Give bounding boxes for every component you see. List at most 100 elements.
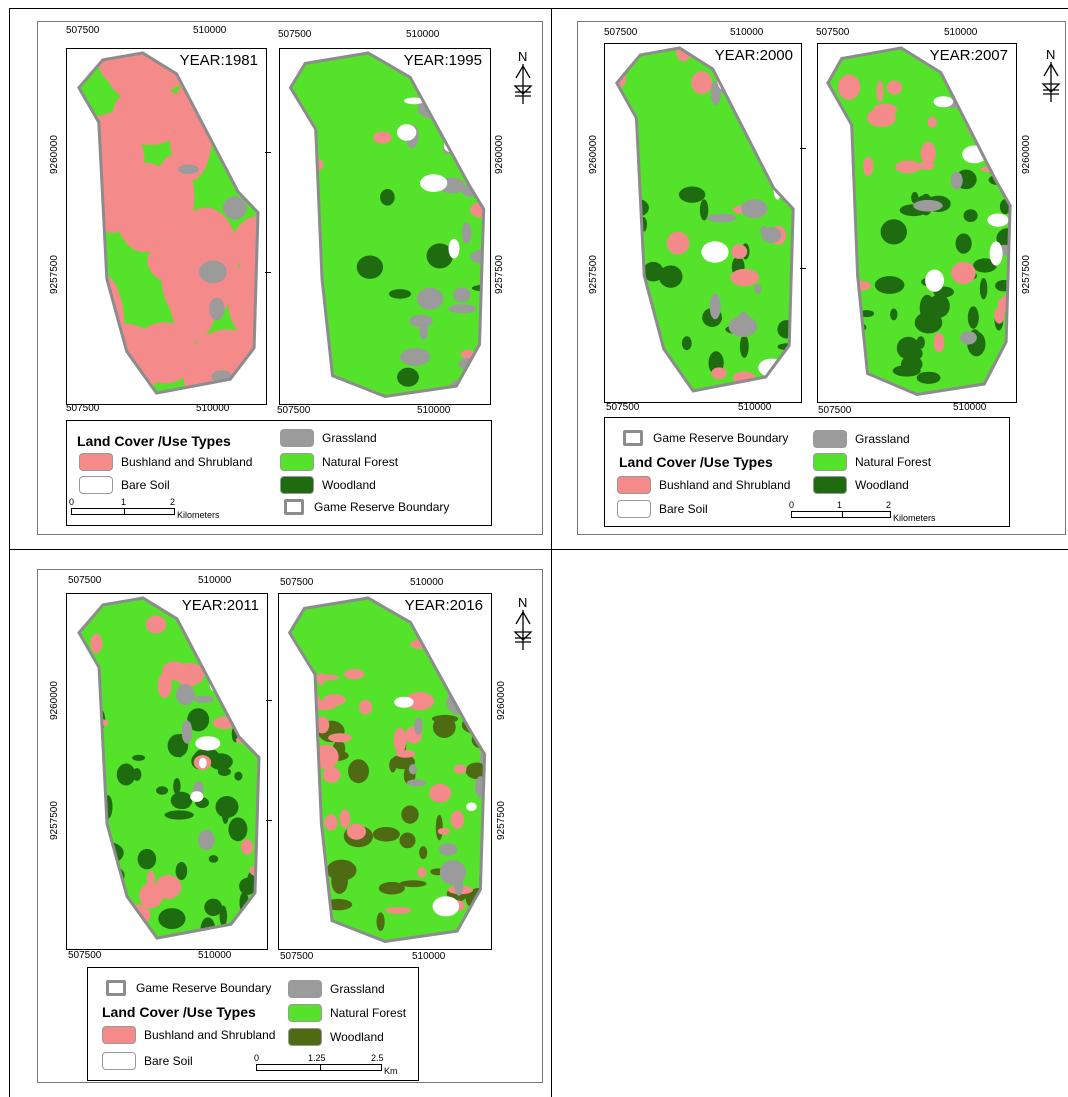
woodland-patch — [96, 830, 104, 855]
grassland-patch — [786, 390, 794, 391]
bushland-patch — [395, 750, 416, 758]
bushland-swatch — [79, 453, 113, 471]
x-coord-label: 507500 — [68, 575, 102, 586]
woodland-patch — [234, 771, 243, 781]
bare-soil-swatch — [617, 500, 651, 518]
woodland-patch — [432, 716, 456, 738]
natural-forest-swatch — [813, 453, 847, 471]
woodland-patch — [916, 371, 941, 384]
woodland-patch — [681, 336, 692, 351]
grassland-patch — [707, 213, 737, 223]
woodland-patch — [376, 912, 385, 931]
woodland-patch — [208, 855, 219, 863]
woodland-patch — [356, 255, 384, 279]
woodland-patch — [289, 760, 304, 775]
bushland-patch — [666, 231, 690, 255]
x-coord-label: 507500 — [280, 951, 314, 962]
legend-item-natural-forest: Natural Forest — [288, 1004, 406, 1022]
bare-soil-patch — [933, 96, 954, 108]
woodland-patch — [642, 261, 664, 282]
bushland-patch — [863, 156, 874, 176]
grassland-patch — [406, 779, 427, 787]
woodland-patch — [775, 171, 784, 178]
bare-soil-patch — [989, 241, 1003, 266]
bushland-patch — [927, 116, 937, 128]
bare-soil-patch — [394, 696, 414, 708]
woodland-patch — [967, 306, 979, 329]
woodland-patch — [249, 727, 257, 742]
bushland-patch — [90, 633, 103, 654]
year-label: YEAR:1995 — [403, 52, 482, 69]
y-coord-label: 9260000 — [1021, 135, 1032, 174]
table-border-top — [9, 8, 1068, 9]
bushland-patch — [339, 809, 350, 828]
woodland-patch — [465, 762, 485, 780]
y-coord-label: 9260000 — [496, 681, 507, 720]
bushland-patch — [83, 757, 99, 779]
x-coord-label: 507500 — [280, 577, 314, 588]
bushland-patch — [78, 349, 106, 394]
woodland-patch — [83, 806, 96, 817]
woodland-patch — [678, 186, 706, 203]
bushland-patch — [479, 676, 485, 697]
woodland-patch — [621, 368, 631, 390]
y-coord-label: 9257500 — [49, 255, 60, 294]
woodland-patch — [397, 367, 419, 387]
woodland-patch — [239, 877, 257, 895]
woodland-patch — [399, 832, 416, 849]
woodland-patch — [791, 175, 794, 184]
bushland-patch — [132, 322, 197, 384]
grassland-patch — [199, 260, 227, 284]
grassland-swatch — [813, 430, 847, 448]
bushland-patch — [724, 63, 746, 89]
woodland-patch — [102, 893, 122, 909]
bushland-patch — [305, 813, 318, 825]
bare-soil-patch — [420, 174, 448, 192]
bushland-patch — [997, 295, 1011, 313]
panel-2011-2016: YEAR:2011 YEAR:2016 507500 510000 507500… — [37, 569, 543, 1083]
game-reserve-boundary — [77, 51, 260, 395]
bare-soil-patch — [1009, 44, 1016, 48]
legend-item-woodland: Woodland — [813, 476, 909, 494]
woodland-patch — [699, 199, 709, 221]
woodland-patch — [916, 336, 925, 349]
woodland-patch — [955, 233, 972, 254]
x-coord-label: 507500 — [66, 403, 100, 414]
woodland-patch — [170, 791, 193, 809]
grassland-patch — [781, 123, 791, 134]
y-coord-label: 9260000 — [494, 135, 505, 174]
woodland-patch — [295, 182, 309, 199]
woodland-patch — [963, 209, 978, 223]
panel-2000-2007: YEAR:2000 YEAR:2007 507500 510000 507500… — [577, 21, 1066, 535]
woodland-patch — [890, 308, 898, 321]
grassland-patch — [440, 86, 453, 112]
map-frame-1995: YEAR:1995 — [279, 48, 491, 405]
map-1995 — [288, 51, 486, 399]
map-2007 — [826, 44, 1016, 397]
woodland-patch — [137, 848, 157, 870]
bushland-patch — [873, 387, 903, 395]
woodland-patch — [348, 759, 369, 784]
bushland-patch — [393, 727, 407, 754]
bushland-swatch — [102, 1026, 136, 1044]
woodland-patch — [251, 909, 259, 918]
woodland-patch — [605, 316, 614, 339]
x-coord-label: 510000 — [406, 29, 440, 40]
bushland-patch — [450, 810, 465, 829]
bushland-patch — [324, 814, 338, 831]
coord-tick — [265, 272, 271, 273]
woodland-patch — [167, 734, 189, 758]
woodland-patch — [827, 212, 837, 234]
grassland-patch — [178, 164, 199, 175]
woodland-patch — [293, 222, 314, 246]
year-label: YEAR:1981 — [179, 52, 258, 69]
bushland-patch — [417, 867, 427, 878]
woodland-patch — [158, 908, 186, 930]
bare-soil-patch — [925, 269, 944, 292]
woodland-patch — [426, 243, 453, 269]
bushland-patch — [153, 154, 195, 242]
bare-soil-swatch — [102, 1052, 136, 1070]
x-coord-label: 510000 — [944, 27, 978, 38]
woodland-patch — [380, 189, 395, 206]
bushland-patch — [405, 692, 435, 711]
